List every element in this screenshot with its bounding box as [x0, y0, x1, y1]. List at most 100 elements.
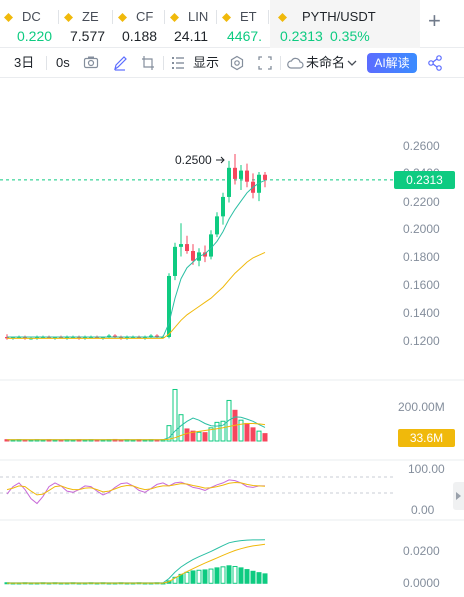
- macd-histogram-bar: [250, 570, 256, 584]
- candle-body: [179, 244, 183, 247]
- macd-histogram-bar: [244, 569, 250, 584]
- crop-icon[interactable]: [140, 48, 156, 78]
- interval-secondary[interactable]: 0s: [56, 55, 70, 70]
- tab-divider: [268, 10, 269, 24]
- ticker-price: 0.188: [122, 28, 158, 44]
- camera-icon[interactable]: [83, 48, 99, 78]
- current-volume-tag: 33.6M: [398, 429, 455, 447]
- candle-body: [107, 335, 111, 337]
- candle-body: [77, 336, 81, 339]
- volume-bar: [250, 427, 256, 442]
- price-axis-tick: 0.2200: [403, 195, 440, 209]
- candle-body: [119, 336, 123, 339]
- pen-icon[interactable]: [112, 48, 128, 78]
- candle-body: [23, 336, 27, 339]
- ai-interpret-button[interactable]: AI解读: [367, 53, 417, 73]
- add-tab-button[interactable]: +: [428, 8, 441, 33]
- scroll-right-handle[interactable]: [453, 482, 464, 510]
- candle-body: [221, 196, 225, 217]
- volume-bar: [202, 432, 208, 442]
- volume-bar: [214, 421, 220, 442]
- candle-body: [215, 216, 219, 235]
- candle-body: [191, 251, 195, 261]
- ticker-tab-1[interactable]: ZE 7.577: [60, 0, 112, 48]
- candle-body: [53, 336, 57, 339]
- toolbar-divider: [163, 56, 164, 70]
- ticker-tab-3[interactable]: LIN 24.11: [166, 0, 216, 48]
- fullscreen-icon[interactable]: [257, 48, 273, 78]
- macd-series: [4, 539, 268, 585]
- interval-selector[interactable]: 3日: [14, 55, 35, 70]
- volume-bar: [172, 388, 178, 442]
- candle-body: [209, 234, 213, 257]
- chevron-down-icon[interactable]: [347, 48, 357, 78]
- ticker-change: 0.35%: [330, 28, 370, 44]
- coin-icon: [64, 13, 73, 22]
- volume-bar: [244, 422, 250, 442]
- chart-canvas[interactable]: 0.2600 0.2400 0.2200 0.2000 0.1800 0.160…: [0, 79, 464, 597]
- chart-toolbar: 3日 0s 显示 未命名 AI解读: [0, 48, 464, 78]
- settings-icon[interactable]: [229, 48, 245, 78]
- candle-body: [233, 167, 237, 179]
- macd-histogram-bar: [208, 568, 214, 584]
- ticker-price: 24.11: [174, 28, 208, 44]
- volume-bar: [208, 427, 214, 442]
- volume-bar: [184, 428, 190, 442]
- price-axis-tick: 0.2600: [403, 139, 440, 153]
- candle-body: [203, 252, 207, 257]
- macd-histogram-bar: [238, 567, 244, 584]
- display-toggle[interactable]: 显示: [193, 55, 220, 70]
- ticker-price: 0.220: [17, 28, 53, 44]
- high-marker-arrow: [216, 156, 225, 164]
- macd-histogram-bar: [256, 572, 262, 584]
- oscillator-line-2: [6, 481, 266, 496]
- candlestick-series: [5, 153, 267, 340]
- layout-name[interactable]: 未命名: [306, 55, 346, 70]
- ticker-symbol: LIN: [188, 9, 209, 24]
- ma-fast-line: [7, 179, 266, 338]
- oscillator-axis-tick: 0.00: [411, 503, 435, 517]
- ticker-tab-0[interactable]: DC 0.220: [0, 0, 58, 48]
- ticker-symbol: ZE: [82, 9, 99, 24]
- candle-body: [101, 336, 105, 339]
- coin-icon: [222, 13, 231, 22]
- volume-bar: [166, 425, 172, 442]
- indicator-list-icon[interactable]: [170, 48, 186, 78]
- macd-histogram-bar: [190, 570, 196, 584]
- tab-divider: [164, 10, 165, 24]
- macd-axis-tick: 0.0000: [403, 576, 440, 590]
- candle-body: [5, 336, 9, 339]
- macd-histogram-bar: [196, 569, 202, 584]
- candle-body: [113, 335, 117, 337]
- current-price-tag: 0.2313: [394, 170, 455, 189]
- share-icon[interactable]: [427, 48, 443, 78]
- candle-body: [59, 336, 63, 339]
- ticker-symbol: DC: [22, 9, 41, 24]
- coin-icon: [4, 13, 13, 22]
- moving-average-lines: [7, 179, 266, 339]
- chart-area[interactable]: 0.2600 0.2400 0.2200 0.2000 0.1800 0.160…: [0, 79, 464, 597]
- macd-histogram-bar: [184, 571, 190, 584]
- ticker-price: 7.577: [70, 28, 106, 44]
- macd-signal-line: [7, 543, 266, 584]
- candle-body: [149, 335, 153, 337]
- ticker-symbol: ET: [240, 9, 257, 24]
- ticker-tab-active[interactable]: PYTH/USDT 0.2313 0.35%: [270, 0, 420, 48]
- ticker-tab-2[interactable]: CF 0.188: [114, 0, 164, 48]
- tab-divider: [216, 10, 217, 24]
- macd-histogram-bar: [262, 573, 268, 584]
- volume-bar: [238, 419, 244, 442]
- ticker-tab-bar: DC 0.220 ZE 7.577 CF 0.188 LIN 24.11 ET …: [0, 0, 464, 48]
- ma-slow-line: [7, 251, 266, 339]
- volume-series: [4, 388, 268, 442]
- volume-ma-line: [7, 416, 266, 441]
- candle-body: [173, 246, 177, 276]
- ticker-tab-4[interactable]: ET 4467.: [218, 0, 268, 48]
- volume-bar: [190, 430, 196, 442]
- price-axis-tick: 0.2000: [403, 222, 440, 236]
- ticker-price: 4467.: [227, 28, 263, 44]
- candle-body: [11, 336, 15, 339]
- toolbar-divider: [280, 56, 281, 70]
- cloud-icon[interactable]: [286, 48, 304, 78]
- ticker-symbol: CF: [136, 9, 154, 24]
